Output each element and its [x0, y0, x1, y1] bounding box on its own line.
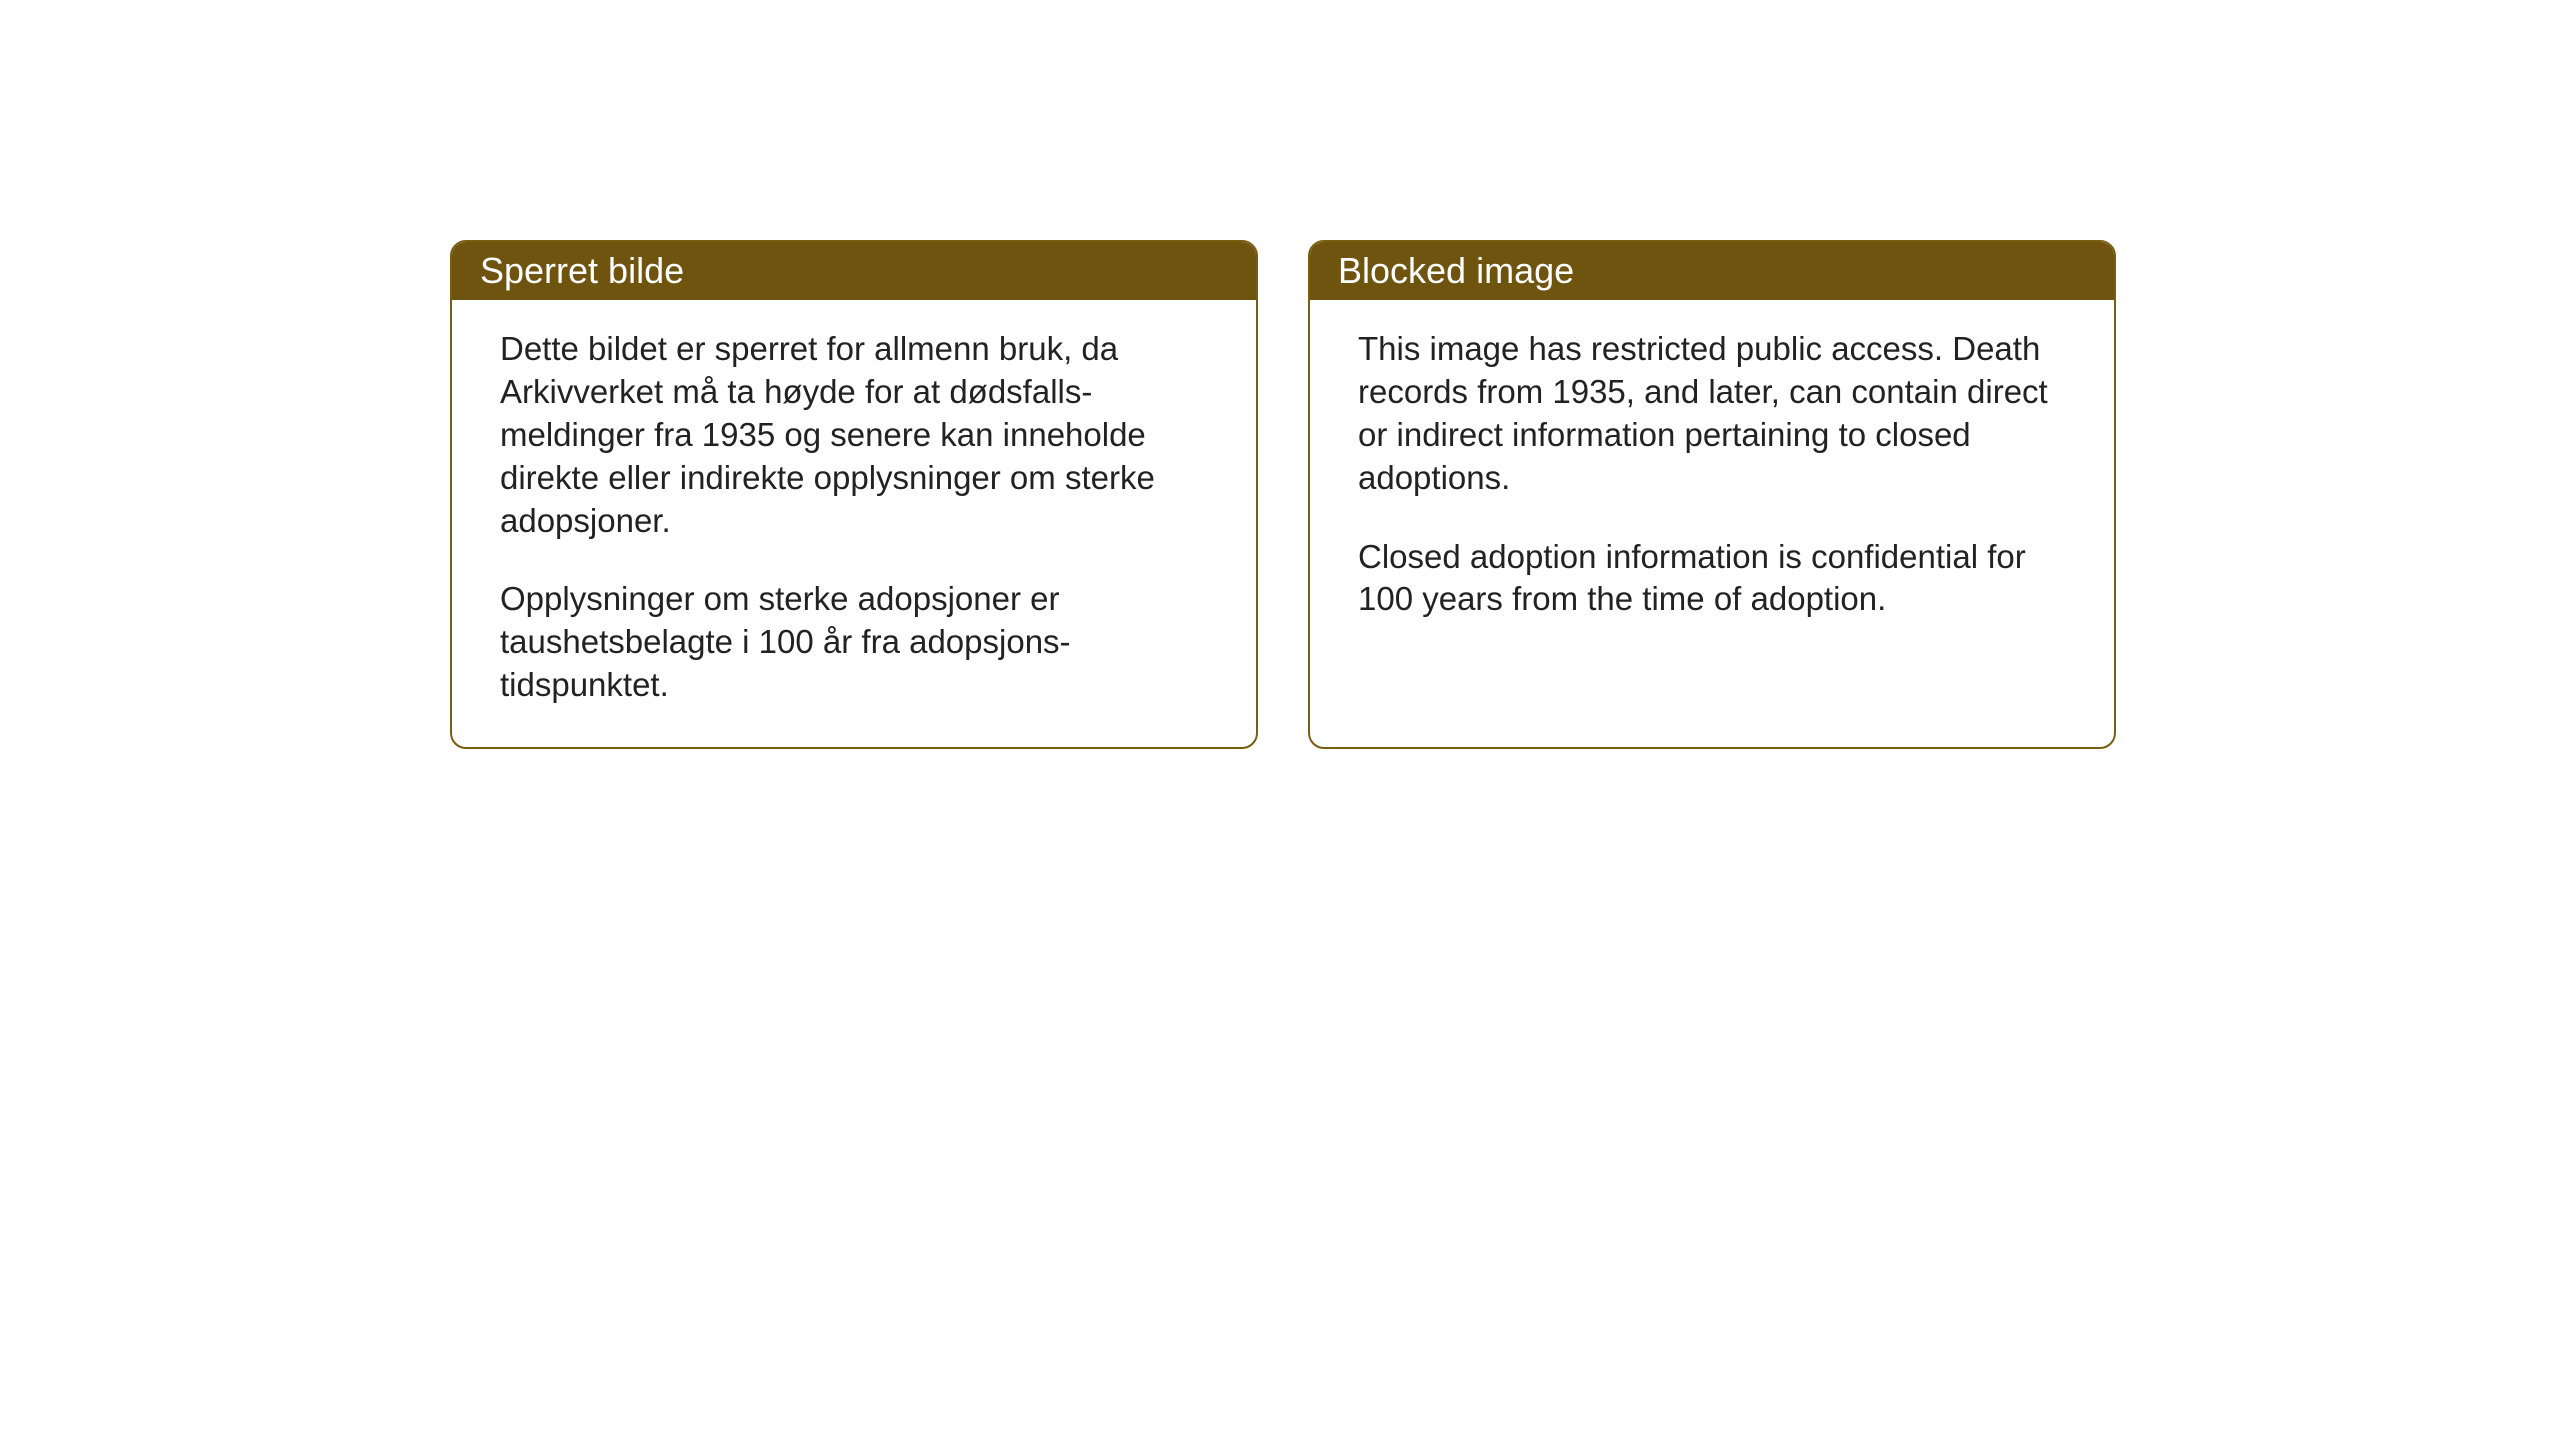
notice-container: Sperret bilde Dette bildet er sperret fo… [450, 240, 2116, 749]
paragraph-norwegian-2: Opplysninger om sterke adopsjoner er tau… [500, 578, 1208, 707]
paragraph-english-2: Closed adoption information is confident… [1358, 536, 2066, 622]
card-body-english: This image has restricted public access.… [1310, 300, 2114, 730]
notice-card-english: Blocked image This image has restricted … [1308, 240, 2116, 749]
card-title-english: Blocked image [1338, 250, 1574, 291]
card-header-english: Blocked image [1310, 242, 2114, 300]
paragraph-norwegian-1: Dette bildet er sperret for allmenn bruk… [500, 328, 1208, 542]
notice-card-norwegian: Sperret bilde Dette bildet er sperret fo… [450, 240, 1258, 749]
paragraph-english-1: This image has restricted public access.… [1358, 328, 2066, 500]
card-header-norwegian: Sperret bilde [452, 242, 1256, 300]
card-title-norwegian: Sperret bilde [480, 250, 684, 291]
card-body-norwegian: Dette bildet er sperret for allmenn bruk… [452, 300, 1256, 747]
